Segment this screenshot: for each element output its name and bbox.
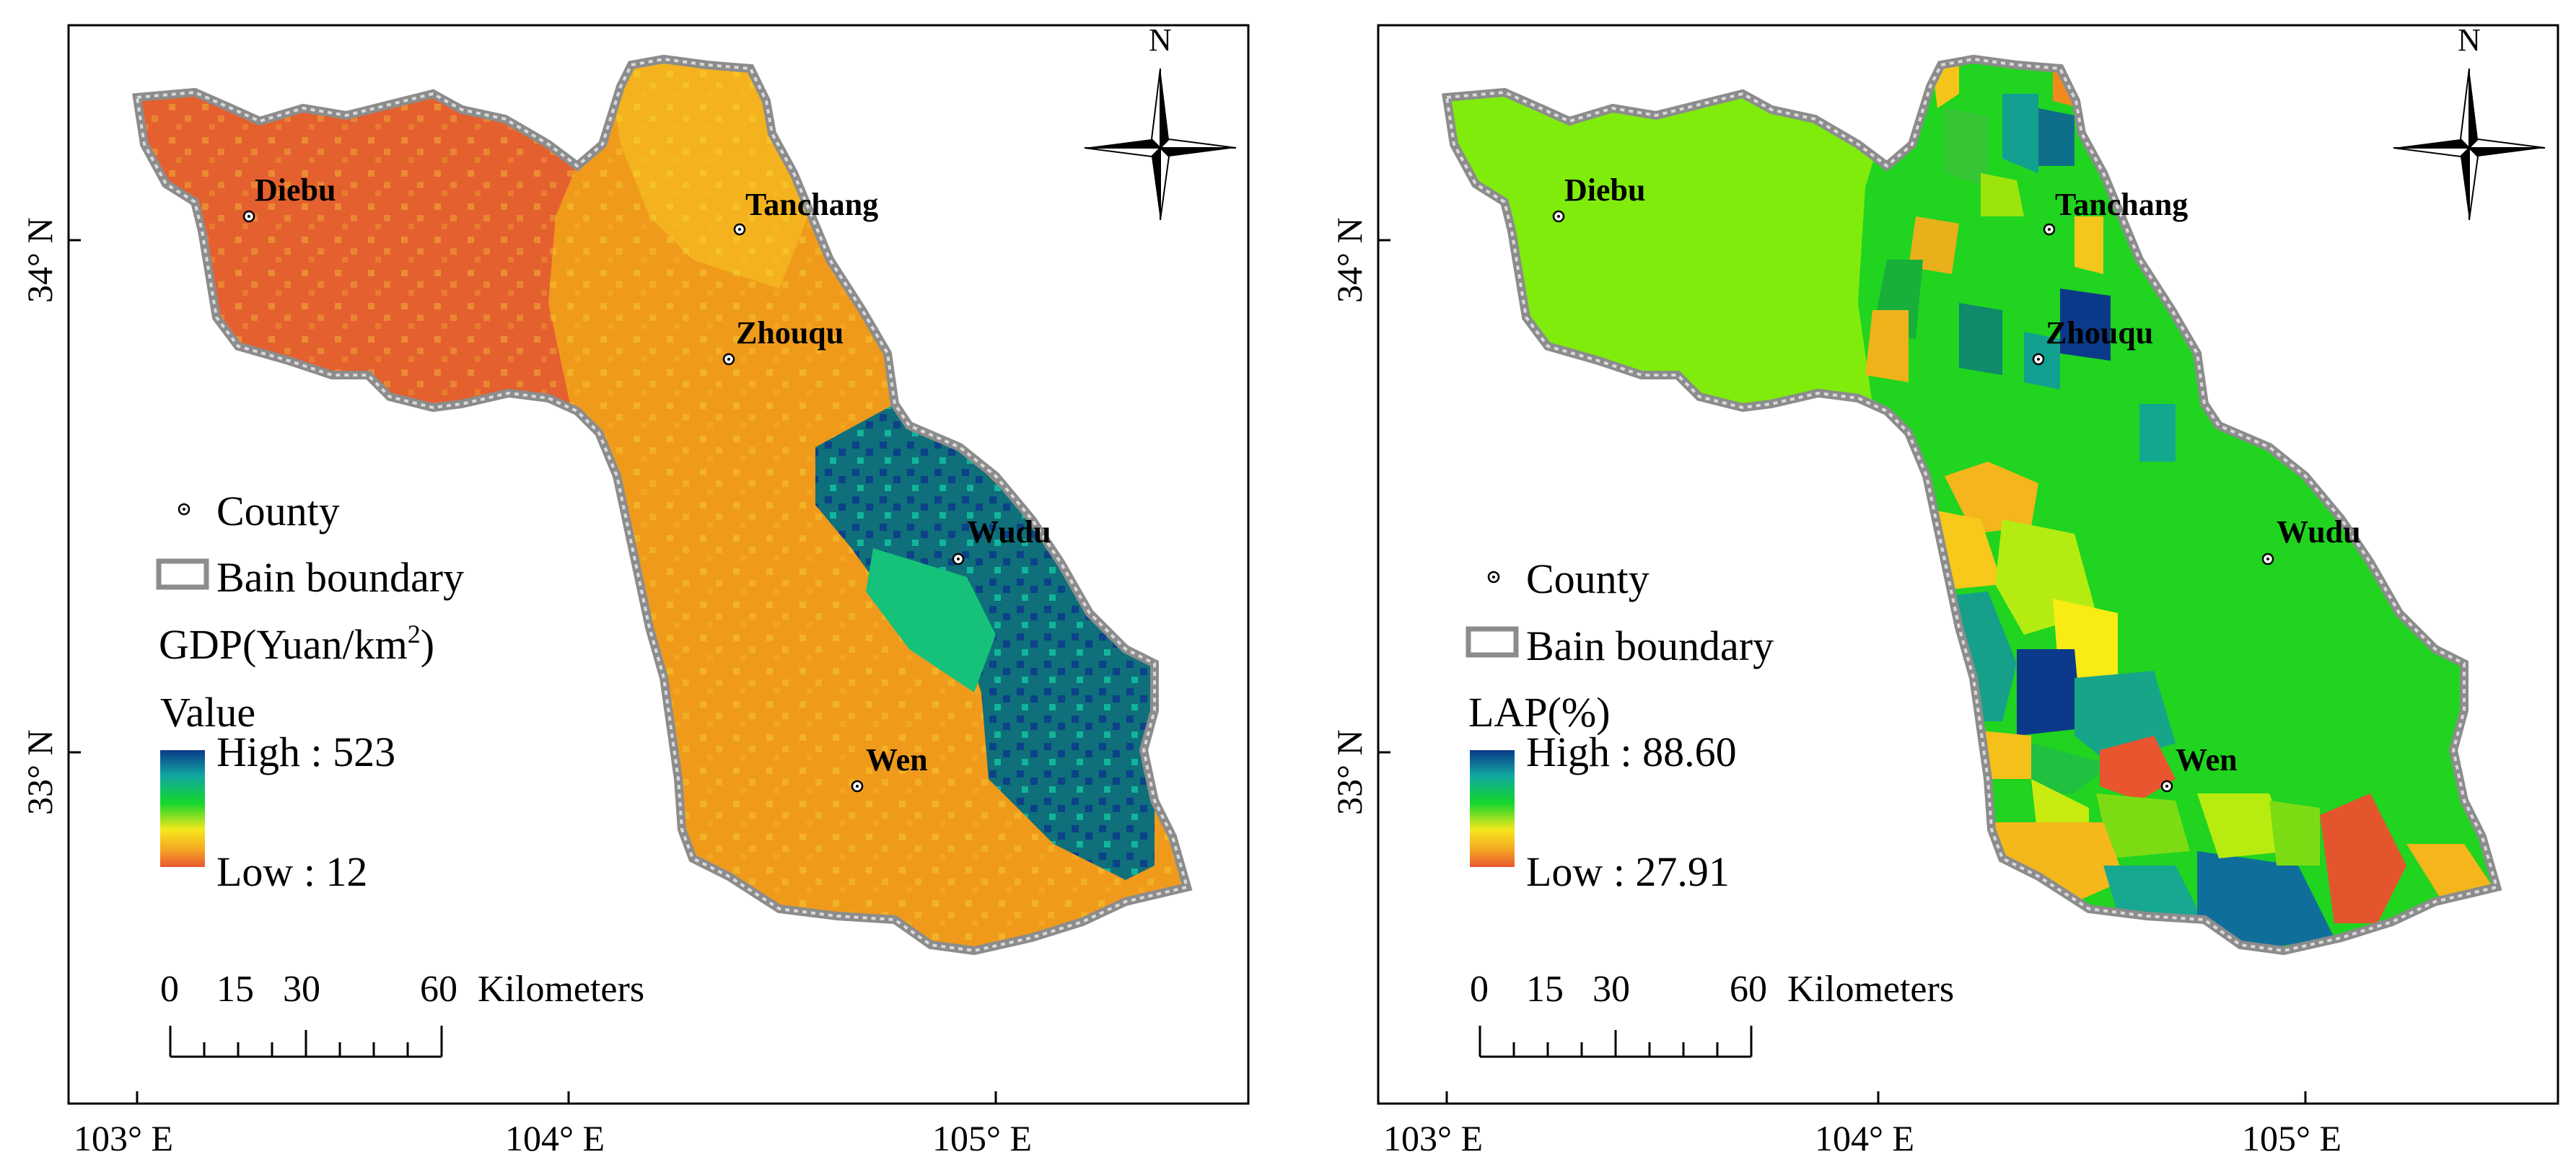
county-zhouqu: Zhouqu [2032, 315, 2153, 366]
county-tanchang: Tanchang [733, 187, 878, 236]
scale-bar: 0 15 30 60 Kilometers [1470, 969, 1954, 1058]
legend-county-label: County [1526, 555, 1650, 602]
lon-tick-label: 104° E [1815, 1118, 1914, 1158]
county-label: Wen [866, 742, 928, 778]
axis-ticks: 103° E 104° E 105° E 34° N 33° N [19, 217, 1032, 1158]
legend-title: LAP(%) [1468, 689, 1611, 736]
county-wen: Wen [851, 742, 928, 793]
county-label: Zhouqu [2046, 315, 2153, 351]
county-wen: Wen [2160, 742, 2238, 793]
legend-county-label: County [216, 488, 340, 534]
county-label: Tanchang [745, 187, 878, 222]
scale-label: 0 [1470, 969, 1489, 1010]
lon-tick-label: 105° E [932, 1118, 1032, 1158]
county-label: Wudu [2277, 514, 2361, 550]
legend-subtitle: Value [160, 689, 255, 736]
lat-tick-label: 33° N [1329, 729, 1370, 815]
scale-label: 30 [283, 969, 320, 1010]
county-label: Tanchang [2055, 187, 2188, 222]
scale-label: 0 [160, 969, 179, 1010]
county-tanchang: Tanchang [2043, 187, 2188, 236]
north-arrow: N [2393, 22, 2546, 221]
scale-label: 60 [1730, 969, 1767, 1010]
scale-bar: 0 15 30 60 Kilometers [160, 969, 644, 1058]
north-label: N [2458, 22, 2481, 58]
county-label: Zhouqu [736, 315, 844, 351]
county-label: Diebu [255, 172, 336, 208]
lon-tick-label: 103° E [74, 1118, 173, 1158]
legend-high-label: High : 88.60 [1526, 729, 1737, 775]
legend-title: GDP(Yuan/km2) [159, 620, 434, 668]
scale-unit: Kilometers [1787, 969, 1954, 1010]
color-ramp [1470, 750, 1515, 867]
scale-label: 15 [1526, 969, 1564, 1010]
gdp-map-panel: Diebu Tanchang Zhouqu Wudu Wen N [19, 22, 1250, 1158]
lat-tick-label: 34° N [1329, 217, 1370, 303]
map-legend: County Bain boundary LAP(%) High : 88.60… [1466, 555, 1774, 895]
scale-label: 15 [216, 969, 254, 1010]
county-diebu: Diebu [1552, 172, 1645, 223]
scale-label: 60 [420, 969, 457, 1010]
legend-low-label: Low : 12 [216, 848, 367, 895]
scale-label: 30 [1593, 969, 1630, 1010]
axis-ticks: 103° E 104° E 105° E 34° N 33° N [1329, 217, 2341, 1158]
lon-tick-label: 105° E [2242, 1118, 2341, 1158]
legend-boundary-label: Bain boundary [216, 554, 464, 601]
county-zhouqu: Zhouqu [722, 315, 844, 366]
scale-unit: Kilometers [478, 969, 644, 1010]
legend-high-label: High : 523 [216, 729, 395, 775]
map-legend: County Bain boundary GDP(Yuan/km2) Value… [156, 488, 464, 895]
north-arrow: N [1084, 22, 1237, 221]
lap-map-panel: Diebu Tanchang Zhouqu Wudu Wen N [1329, 22, 2559, 1158]
lon-tick-label: 104° E [505, 1118, 605, 1158]
legend-boundary-label: Bain boundary [1526, 622, 1774, 669]
legend-low-label: Low : 27.91 [1526, 848, 1730, 895]
color-ramp [160, 750, 205, 867]
lat-tick-label: 34° N [19, 217, 60, 303]
lon-tick-label: 103° E [1383, 1118, 1483, 1158]
county-wudu: Wudu [952, 514, 1051, 565]
lat-tick-label: 33° N [19, 729, 60, 815]
county-label: Diebu [1564, 172, 1645, 208]
north-label: N [1149, 22, 1172, 58]
county-wudu: Wudu [2261, 514, 2361, 565]
county-diebu: Diebu [242, 172, 336, 223]
county-label: Wudu [967, 514, 1051, 550]
county-label: Wen [2176, 742, 2238, 778]
